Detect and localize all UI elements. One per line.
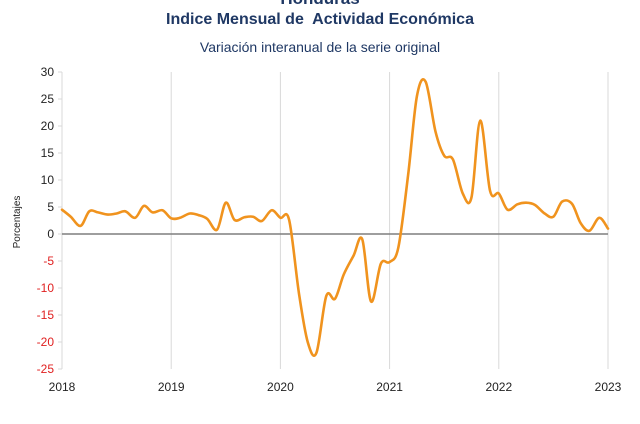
y-tick-label: 0 (47, 227, 54, 241)
x-tick-label: 2018 (49, 380, 76, 394)
y-tick-label: -25 (37, 362, 55, 376)
y-tick-label: 20 (41, 119, 55, 133)
cut-off-chart-heading: Honduras (0, 0, 640, 9)
y-axis-ticks: 30 25 20 15 10 5 0 -5 -10 -15 -20 -25 (37, 65, 62, 376)
y-tick-label: 25 (41, 92, 55, 106)
y-tick-label: 15 (41, 146, 55, 160)
y-tick-label: -15 (37, 308, 55, 322)
y-tick-label: 10 (41, 173, 55, 187)
series-line (60, 78, 610, 358)
chart-title: Indice Mensual de Actividad Económica (166, 11, 474, 28)
x-tick-label: 2020 (267, 380, 294, 394)
x-tick-label: 2019 (158, 380, 185, 394)
x-tick-label: 2022 (485, 380, 512, 394)
grid-lines (61, 72, 609, 369)
y-tick-label: 30 (41, 65, 55, 79)
y-tick-label: -10 (37, 281, 55, 295)
y-tick-label: -20 (37, 335, 55, 349)
chart-subtitle: Variación interanual de la serie origina… (199, 39, 441, 55)
y-tick-label: -5 (43, 254, 54, 268)
y-axis-label: Porcentajes (12, 196, 23, 249)
y-tick-label: 5 (47, 200, 54, 214)
x-axis-ticks: 2018 2019 2020 2021 2022 2023 (49, 380, 622, 394)
x-tick-label: 2023 (595, 380, 622, 394)
x-tick-label: 2021 (376, 380, 403, 394)
